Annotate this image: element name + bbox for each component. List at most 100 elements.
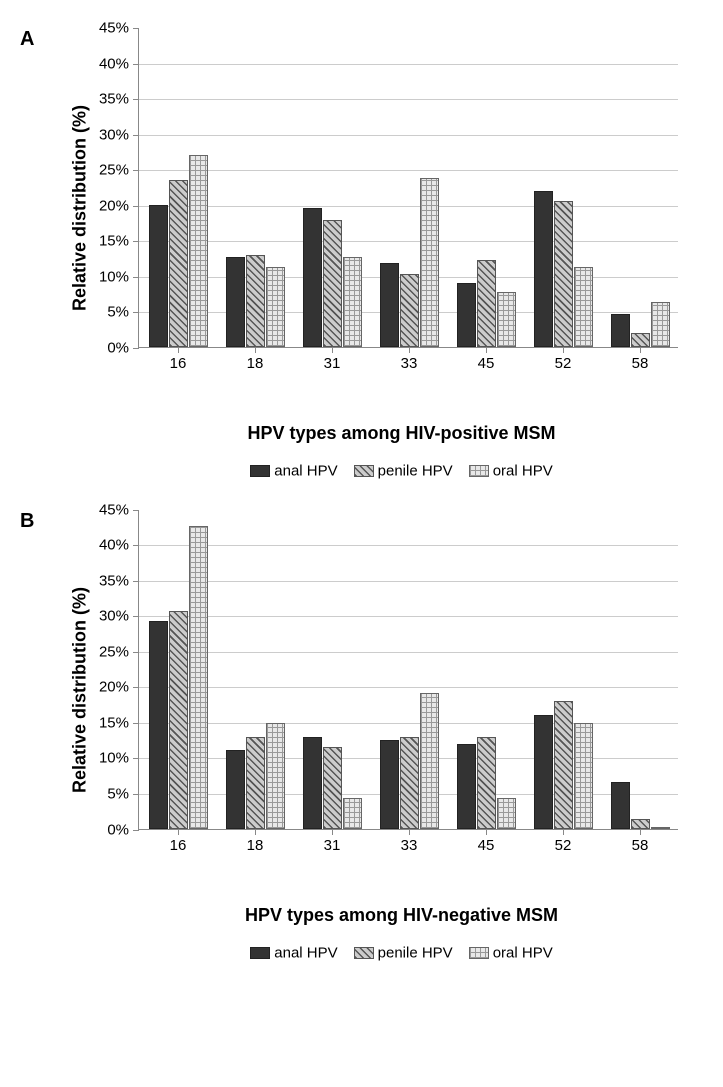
bar-penile [246, 255, 265, 347]
y-tick [133, 510, 139, 511]
x-axis-title: HPV types among HIV-positive MSM [100, 423, 703, 444]
bar-penile [554, 701, 573, 828]
bar-anal [303, 737, 322, 829]
bar-anal [226, 750, 245, 828]
gridline [139, 723, 678, 724]
y-tick-label: 10% [99, 268, 129, 285]
y-tick-label: 25% [99, 643, 129, 660]
x-tick [255, 347, 256, 353]
legend-label: penile HPV [378, 463, 453, 480]
plot-region: 0%5%10%15%20%25%30%35%40%45%161831334552… [138, 28, 678, 348]
bar-penile [169, 180, 188, 347]
legend-label: oral HPV [493, 944, 553, 961]
penile-swatch [354, 465, 374, 477]
y-tick-label: 5% [107, 785, 129, 802]
gridline [139, 581, 678, 582]
x-tick-label: 18 [247, 355, 264, 372]
x-tick-label: 33 [401, 355, 418, 372]
bar-penile [477, 260, 496, 347]
x-tick [486, 829, 487, 835]
legend-item-penile: penile HPV [354, 462, 453, 480]
y-tick [133, 687, 139, 688]
bar-oral [497, 292, 516, 347]
x-tick [640, 347, 641, 353]
x-tick-label: 45 [478, 837, 495, 854]
legend-item-anal: anal HPV [250, 462, 337, 480]
bar-oral [343, 257, 362, 347]
x-tick [255, 829, 256, 835]
bar-oral [189, 526, 208, 829]
bar-anal [457, 283, 476, 347]
legend: anal HPV penile HPV oral HPV [100, 462, 703, 480]
x-tick-label: 16 [170, 355, 187, 372]
y-tick-label: 45% [99, 501, 129, 518]
x-tick-label: 33 [401, 837, 418, 854]
oral-swatch [469, 947, 489, 959]
y-tick-label: 35% [99, 91, 129, 108]
gridline [139, 170, 678, 171]
bar-anal [611, 314, 630, 347]
y-tick-label: 15% [99, 714, 129, 731]
y-axis-title: Relative distribution (%) [70, 105, 91, 311]
bar-oral [651, 827, 670, 829]
y-tick [133, 545, 139, 546]
x-tick-label: 45 [478, 355, 495, 372]
bar-oral [420, 693, 439, 829]
x-tick [178, 829, 179, 835]
gridline [139, 687, 678, 688]
x-tick [409, 347, 410, 353]
legend-item-oral: oral HPV [469, 944, 553, 962]
bar-oral [574, 723, 593, 829]
bar-anal [149, 205, 168, 347]
bar-oral [497, 798, 516, 829]
x-tick-label: 31 [324, 355, 341, 372]
y-tick-label: 15% [99, 233, 129, 250]
penile-swatch [354, 947, 374, 959]
x-tick [486, 347, 487, 353]
gridline [139, 616, 678, 617]
bar-oral [266, 267, 285, 347]
y-tick-label: 0% [107, 340, 129, 357]
bar-anal [303, 208, 322, 347]
y-tick [133, 830, 139, 831]
x-tick [563, 829, 564, 835]
panel-label: A [20, 28, 34, 51]
y-tick-label: 30% [99, 126, 129, 143]
gridline [139, 135, 678, 136]
oral-swatch [469, 465, 489, 477]
x-axis-title: HPV types among HIV-negative MSM [100, 905, 703, 926]
y-tick-label: 5% [107, 304, 129, 321]
bar-penile [246, 737, 265, 829]
bar-oral [343, 798, 362, 829]
bar-penile [477, 737, 496, 829]
legend-label: oral HPV [493, 463, 553, 480]
y-tick-label: 10% [99, 750, 129, 767]
anal-swatch [250, 947, 270, 959]
y-tick [133, 135, 139, 136]
x-tick [178, 347, 179, 353]
y-tick-label: 20% [99, 197, 129, 214]
y-tick [133, 652, 139, 653]
x-tick-label: 52 [555, 355, 572, 372]
panel-B: BRelative distribution (%)0%5%10%15%20%2… [20, 510, 703, 962]
bar-penile [169, 611, 188, 829]
y-tick-label: 40% [99, 537, 129, 554]
bar-anal [457, 744, 476, 829]
bar-oral [651, 302, 670, 347]
bar-anal [380, 740, 399, 828]
bar-penile [554, 201, 573, 347]
bar-oral [574, 267, 593, 347]
gridline [139, 545, 678, 546]
x-tick [332, 347, 333, 353]
y-tick [133, 28, 139, 29]
x-tick [409, 829, 410, 835]
y-tick [133, 241, 139, 242]
y-tick [133, 206, 139, 207]
y-tick [133, 64, 139, 65]
gridline [139, 241, 678, 242]
bar-anal [534, 191, 553, 347]
y-tick-label: 45% [99, 20, 129, 37]
bar-oral [189, 155, 208, 347]
figure: ARelative distribution (%)0%5%10%15%20%2… [20, 28, 703, 961]
anal-swatch [250, 465, 270, 477]
